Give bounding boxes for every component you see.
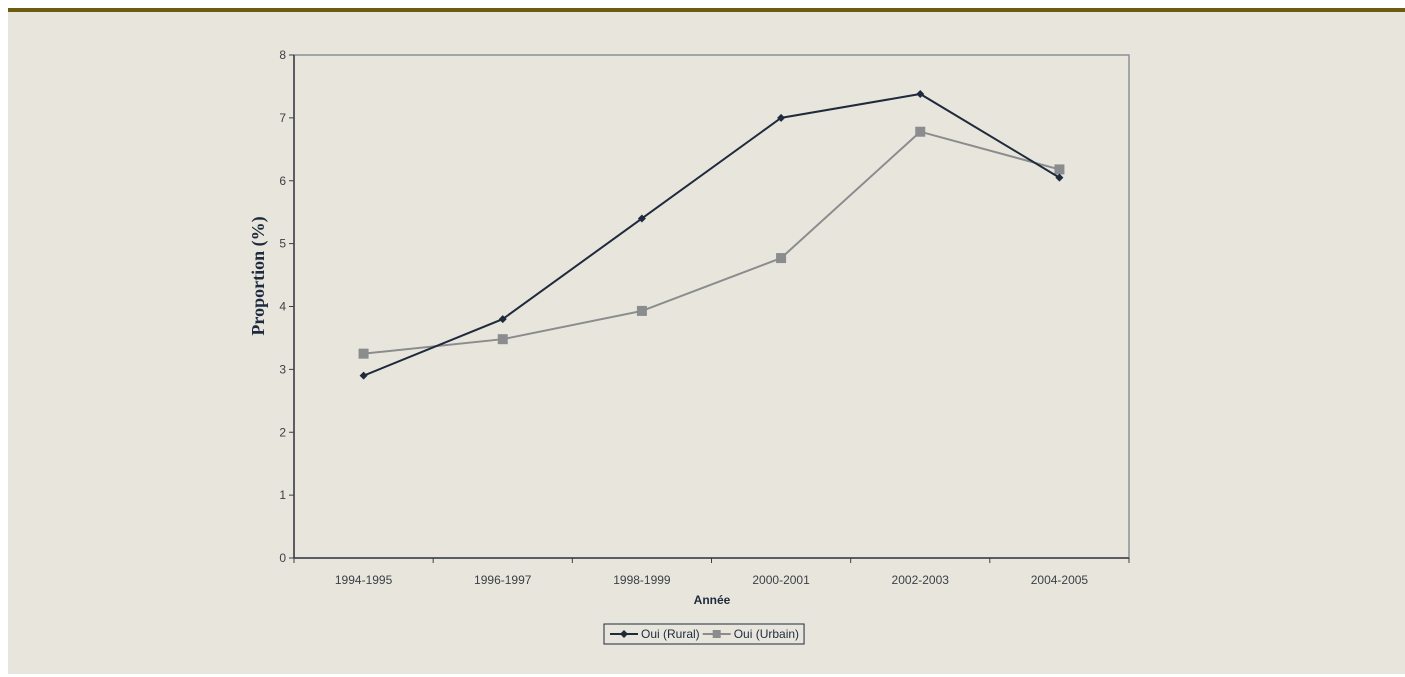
- data-point: [915, 126, 926, 137]
- y-tick-label: 2: [279, 425, 286, 439]
- x-tick-label: 1998-1999: [613, 573, 671, 587]
- x-tick-label: 2002-2003: [892, 573, 950, 587]
- x-tick-label: 2004-2005: [1031, 573, 1089, 587]
- data-point: [636, 305, 647, 316]
- x-tick-label: 1994-1995: [335, 573, 393, 587]
- series-oui-urbain: [358, 126, 1065, 359]
- y-tick-label: 1: [279, 488, 286, 502]
- y-tick-label: 6: [279, 174, 286, 188]
- series-line: [363, 92, 1060, 377]
- y-axis: 0 1 2 3 4 5 6 7 8: [279, 48, 295, 565]
- y-axis-title: Proportion (%): [248, 216, 269, 335]
- data-point: [1055, 173, 1064, 182]
- top-rule: [8, 8, 1405, 12]
- y-tick-label: 7: [279, 111, 286, 125]
- x-tick-label: 2000-2001: [752, 573, 810, 587]
- x-axis-title: Année: [694, 593, 731, 607]
- legend-label: Oui (Urbain): [734, 627, 799, 641]
- y-tick-label: 4: [279, 300, 286, 314]
- series-layer: [358, 89, 1065, 380]
- data-point: [776, 253, 787, 264]
- chart-panel: [8, 12, 1405, 674]
- x-axis: 1994-1995 1996-1997 1998-1999 2000-2001 2002…: [293, 557, 1130, 587]
- y-tick-label: 0: [279, 551, 286, 565]
- legend: Oui (Rural) Oui (Urbain): [603, 623, 805, 645]
- y-tick-label: 8: [279, 48, 286, 62]
- data-point: [497, 334, 508, 345]
- plot-area: [293, 54, 1130, 559]
- x-tick-label: 1996-1997: [474, 573, 532, 587]
- data-point: [358, 348, 369, 359]
- legend-label: Oui (Rural): [641, 627, 700, 641]
- data-point: [1054, 164, 1065, 175]
- series-oui-rural: [359, 89, 1064, 380]
- series-line: [363, 130, 1060, 355]
- data-point: [916, 89, 925, 98]
- legend-marker: [620, 630, 628, 638]
- data-point: [359, 371, 368, 380]
- y-tick-label: 5: [279, 237, 286, 251]
- y-tick-label: 3: [279, 362, 286, 376]
- data-point: [498, 315, 507, 324]
- data-point: [637, 214, 646, 223]
- data-point: [777, 113, 786, 122]
- legend-marker: [712, 630, 721, 638]
